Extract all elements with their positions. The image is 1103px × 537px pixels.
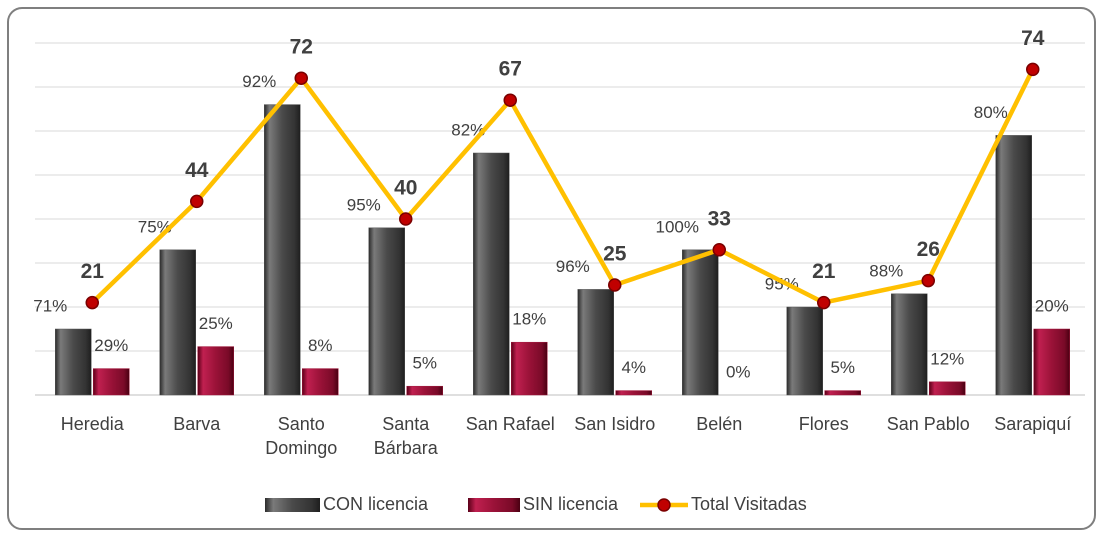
share-label: 82% — [451, 120, 485, 139]
share-label: 20% — [1035, 296, 1069, 315]
share-label: 92% — [242, 72, 276, 91]
line-marker — [190, 194, 204, 209]
x-tick-line: Bárbara — [374, 438, 439, 458]
share-label: 25% — [199, 314, 233, 333]
bar — [302, 368, 339, 396]
share-label: 71% — [33, 296, 67, 315]
value-label: 26 — [917, 238, 940, 261]
bar — [55, 328, 92, 396]
legend-label: SIN licencia — [523, 494, 619, 514]
share-label: 8% — [308, 336, 333, 355]
bar — [786, 306, 823, 396]
x-tick-label: Heredia — [61, 414, 125, 434]
value-label: 25 — [603, 243, 627, 266]
bar — [891, 293, 928, 396]
x-tick-line: Sarapiquí — [994, 414, 1071, 434]
x-tick-label: Flores — [799, 414, 849, 434]
line-marker — [712, 243, 726, 257]
bar — [264, 104, 301, 396]
bar — [615, 390, 652, 396]
share-label: 29% — [94, 336, 128, 355]
x-tick-line: Domingo — [265, 438, 337, 458]
x-tick-line: Santo — [278, 414, 325, 434]
share-label: 0% — [726, 362, 751, 381]
bar — [511, 341, 548, 396]
value-label: 40 — [394, 177, 417, 200]
value-label: 72 — [290, 36, 313, 59]
legend-swatch — [265, 498, 320, 512]
share-label: 96% — [556, 257, 590, 276]
bar — [406, 385, 443, 396]
x-tick-line: Belén — [696, 414, 742, 434]
legend-label: Total Visitadas — [691, 494, 807, 514]
share-label: 100% — [656, 217, 699, 236]
bar — [93, 368, 130, 396]
line-marker — [1026, 62, 1040, 77]
x-tick-label: Santa Bárbara — [374, 414, 439, 458]
line-marker — [608, 278, 622, 292]
value-label: 74 — [1021, 27, 1045, 50]
share-label: 12% — [930, 349, 964, 368]
value-label: 67 — [499, 58, 522, 81]
line-marker — [817, 295, 831, 310]
x-tick-label: San Isidro — [574, 414, 655, 434]
bar — [824, 390, 861, 396]
legend-marker — [657, 498, 671, 512]
line-marker — [503, 93, 517, 107]
x-tick-line: Santa — [382, 414, 430, 434]
legend-swatch — [468, 498, 520, 512]
legend-label: CON licencia — [323, 494, 429, 514]
x-tick-label: Belén — [696, 414, 742, 434]
x-tick-label: Santo Domingo — [265, 414, 337, 458]
share-label: 95% — [347, 195, 381, 214]
line-marker — [294, 71, 308, 85]
x-tick-label: Barva — [173, 414, 221, 434]
x-tick-line: San Rafael — [466, 414, 555, 434]
x-tick-line: Flores — [799, 414, 849, 434]
share-label: 4% — [621, 358, 646, 377]
x-tick-label: Sarapiquí — [994, 414, 1071, 434]
share-label: 18% — [512, 310, 546, 329]
x-tick-line: Heredia — [61, 414, 125, 434]
value-label: 21 — [812, 260, 836, 283]
bar — [368, 227, 405, 396]
x-tick-line: Barva — [173, 414, 221, 434]
share-label: 88% — [869, 261, 903, 280]
bar — [577, 289, 614, 396]
value-label: 21 — [81, 260, 105, 283]
line — [90, 68, 1035, 305]
x-tick-line: San Pablo — [887, 414, 970, 434]
x-tick-line: San Isidro — [574, 414, 655, 434]
bar — [159, 249, 196, 396]
line-marker — [921, 273, 935, 288]
x-tick-label: San Pablo — [887, 414, 970, 434]
bar — [473, 152, 510, 396]
value-label: 33 — [708, 207, 731, 230]
share-label: 5% — [412, 354, 437, 373]
bar — [1033, 328, 1070, 396]
bar — [197, 346, 234, 396]
line-marker — [399, 212, 413, 226]
share-label: 80% — [974, 103, 1008, 122]
bar — [682, 249, 719, 396]
x-tick-label: San Rafael — [466, 414, 555, 434]
line-marker — [85, 295, 99, 310]
value-label: 44 — [185, 159, 209, 182]
bar — [929, 381, 966, 396]
bar — [995, 135, 1032, 396]
share-label: 5% — [830, 358, 855, 377]
